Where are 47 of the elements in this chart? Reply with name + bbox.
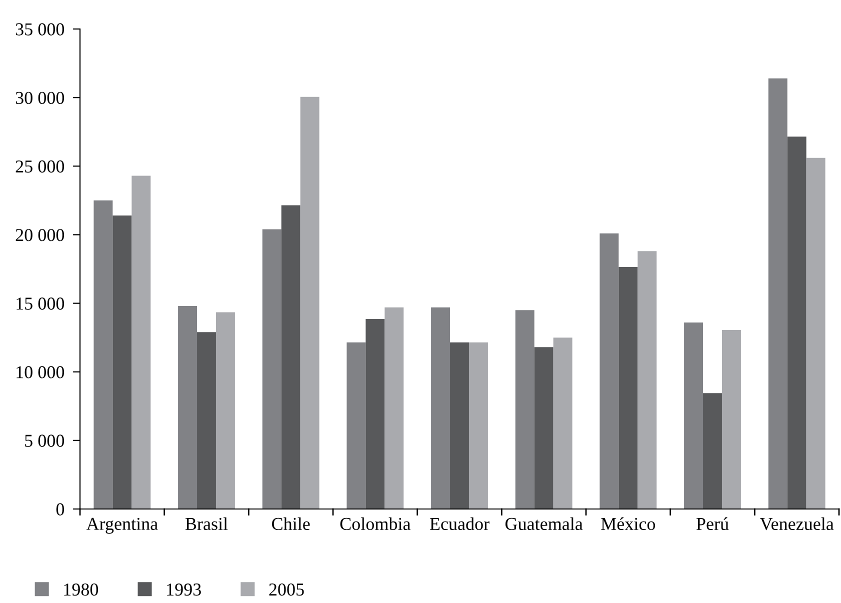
y-tick-label: 0 [56, 503, 64, 516]
y-tick-label: 30 000 [16, 92, 64, 104]
x-tick-label: Perú [696, 517, 729, 530]
bar [768, 78, 788, 509]
legend-label: 1980 [64, 583, 98, 596]
x-tick-label: Guatemala [505, 517, 583, 530]
bar [638, 251, 657, 509]
x-tick-label: Venezuela [760, 517, 834, 530]
bar [216, 312, 235, 509]
bar [366, 319, 385, 509]
bar [94, 200, 113, 509]
bar [722, 330, 741, 509]
legend-label: 1993 [167, 584, 201, 596]
bar [684, 322, 704, 509]
bar [281, 205, 300, 509]
x-tick-label: México [601, 517, 656, 530]
bar [384, 307, 404, 509]
bar [515, 310, 534, 509]
bar [300, 96, 320, 509]
y-tick-label: 5 000 [25, 434, 64, 447]
x-tick-label: Chile [272, 517, 310, 530]
bar [787, 136, 806, 509]
bar [553, 338, 572, 509]
bar [132, 176, 151, 509]
bar [468, 342, 488, 509]
bar [346, 342, 366, 509]
y-tick-label: 35 000 [16, 23, 64, 36]
bar [112, 216, 132, 509]
bar [450, 342, 469, 509]
x-tick-label: Colombia [340, 517, 411, 530]
bar [262, 229, 282, 509]
legend-label: 2005 [269, 583, 304, 596]
bar [618, 266, 638, 509]
x-tick-label: Argentina [86, 518, 158, 534]
bar [703, 393, 722, 509]
bar [806, 158, 826, 509]
bar [197, 332, 216, 509]
bar [431, 307, 450, 509]
x-tick-label: Ecuador [430, 517, 490, 530]
bar [534, 347, 554, 509]
bar [600, 233, 619, 509]
y-tick-label: 25 000 [16, 160, 64, 173]
y-tick-label: 15 000 [16, 298, 64, 310]
y-tick-label: 10 000 [16, 366, 64, 378]
y-tick-label: 20 000 [16, 228, 64, 242]
x-tick-label: Brasil [185, 517, 228, 530]
bar [178, 306, 198, 509]
